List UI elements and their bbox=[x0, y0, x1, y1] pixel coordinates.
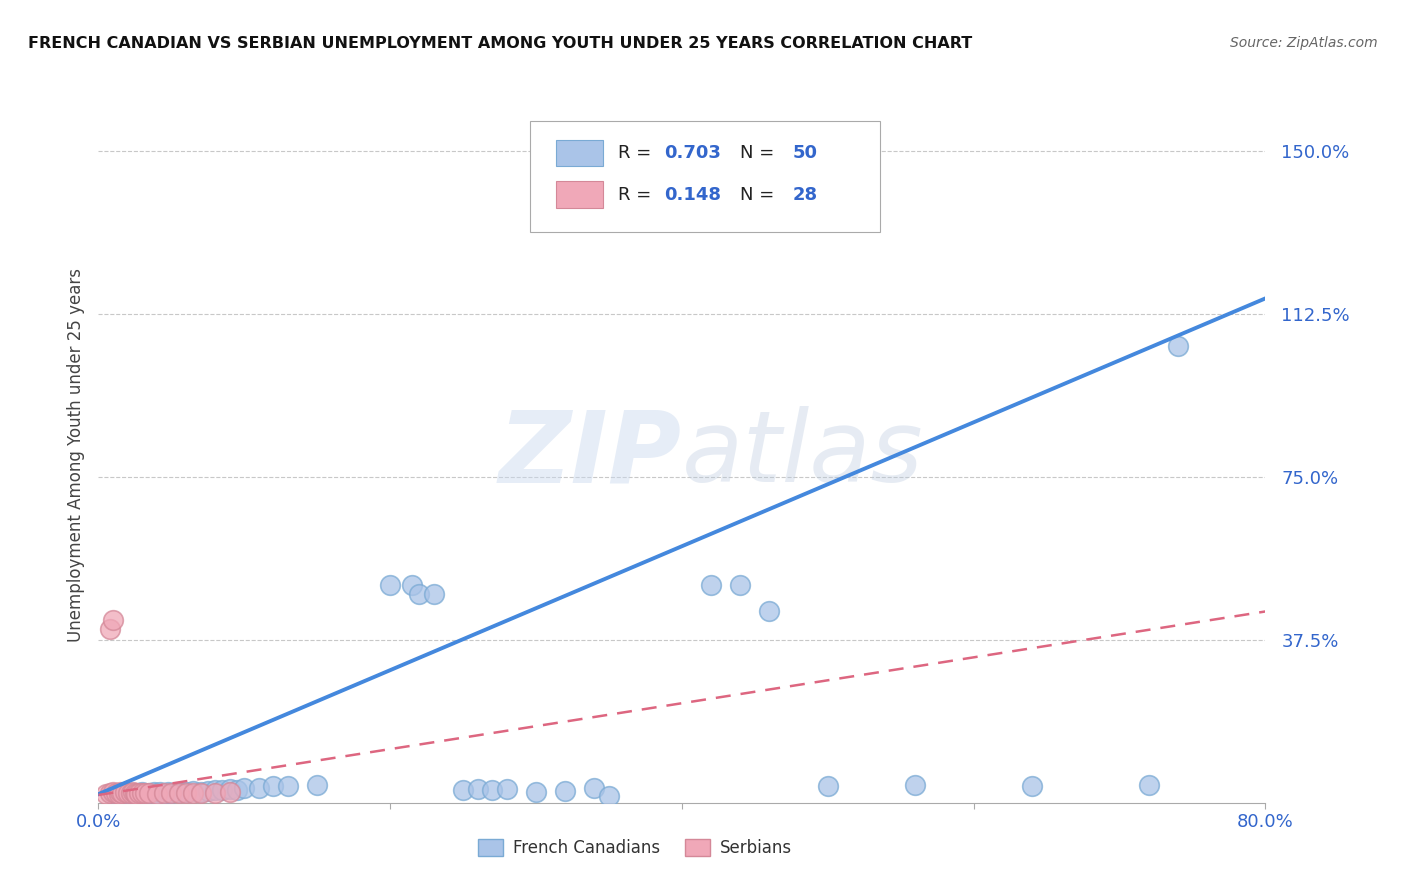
Point bbox=[98, 786, 121, 800]
Text: 0.703: 0.703 bbox=[665, 144, 721, 162]
Point bbox=[131, 786, 153, 800]
Bar bbox=[555, 140, 603, 166]
Point bbox=[153, 787, 176, 801]
Point bbox=[174, 786, 197, 800]
Point bbox=[481, 782, 503, 797]
Point bbox=[122, 785, 145, 799]
Point bbox=[149, 785, 172, 799]
Point bbox=[904, 778, 927, 793]
Point bbox=[138, 786, 160, 800]
Point bbox=[181, 783, 204, 797]
Point bbox=[142, 785, 165, 799]
Point bbox=[218, 781, 240, 796]
Point bbox=[120, 786, 142, 800]
Point bbox=[204, 782, 226, 797]
Point bbox=[554, 783, 576, 797]
Point bbox=[98, 622, 121, 636]
Point bbox=[131, 785, 153, 799]
Point bbox=[524, 785, 547, 799]
Point bbox=[380, 578, 402, 592]
Text: ZIP: ZIP bbox=[499, 407, 682, 503]
Point bbox=[134, 786, 156, 800]
Point bbox=[101, 613, 124, 627]
Point bbox=[408, 587, 430, 601]
Point bbox=[108, 787, 131, 801]
Point bbox=[423, 587, 446, 601]
Point bbox=[114, 785, 136, 799]
Text: N =: N = bbox=[741, 186, 780, 203]
Point bbox=[167, 786, 190, 800]
Text: N =: N = bbox=[741, 144, 780, 162]
Point bbox=[110, 785, 132, 799]
Point bbox=[128, 786, 150, 800]
Point bbox=[190, 786, 212, 800]
Point bbox=[730, 578, 752, 592]
Text: 0.148: 0.148 bbox=[665, 186, 721, 203]
Point bbox=[496, 781, 519, 796]
Point bbox=[181, 786, 204, 800]
Point bbox=[117, 787, 139, 801]
Point bbox=[758, 605, 780, 619]
Point bbox=[700, 578, 723, 592]
Text: atlas: atlas bbox=[682, 407, 924, 503]
Point bbox=[190, 785, 212, 799]
Point bbox=[138, 786, 160, 800]
Point bbox=[114, 785, 136, 799]
Point bbox=[277, 779, 299, 793]
Point bbox=[124, 787, 146, 801]
Point bbox=[124, 786, 146, 800]
Text: R =: R = bbox=[617, 144, 657, 162]
Point bbox=[174, 785, 197, 799]
Point bbox=[117, 786, 139, 800]
Point bbox=[1021, 779, 1043, 793]
Point bbox=[101, 785, 124, 799]
Point bbox=[153, 786, 176, 800]
Point bbox=[104, 786, 127, 800]
Point bbox=[583, 780, 606, 795]
Point bbox=[401, 578, 423, 592]
Text: Source: ZipAtlas.com: Source: ZipAtlas.com bbox=[1230, 36, 1378, 50]
Point bbox=[134, 787, 156, 801]
Point bbox=[101, 787, 124, 801]
Point bbox=[128, 786, 150, 800]
Point bbox=[1167, 339, 1189, 353]
Point bbox=[197, 783, 219, 797]
Point bbox=[307, 778, 329, 793]
Point bbox=[467, 781, 489, 796]
Point bbox=[1137, 778, 1160, 793]
Text: 28: 28 bbox=[793, 186, 818, 203]
Text: FRENCH CANADIAN VS SERBIAN UNEMPLOYMENT AMONG YOUTH UNDER 25 YEARS CORRELATION C: FRENCH CANADIAN VS SERBIAN UNEMPLOYMENT … bbox=[28, 36, 973, 51]
Point bbox=[125, 787, 148, 801]
Point bbox=[226, 782, 249, 797]
Text: 50: 50 bbox=[793, 144, 818, 162]
Text: R =: R = bbox=[617, 186, 657, 203]
Bar bbox=[555, 181, 603, 208]
Legend: French Canadians, Serbians: French Canadians, Serbians bbox=[471, 832, 799, 864]
Point bbox=[598, 789, 620, 804]
Y-axis label: Unemployment Among Youth under 25 years: Unemployment Among Youth under 25 years bbox=[66, 268, 84, 642]
Point bbox=[111, 786, 134, 800]
Point bbox=[160, 786, 183, 800]
Point bbox=[262, 779, 284, 793]
Point bbox=[160, 786, 183, 800]
Point bbox=[451, 782, 474, 797]
Point bbox=[247, 780, 270, 795]
Point bbox=[110, 787, 132, 801]
FancyBboxPatch shape bbox=[530, 121, 880, 232]
Point bbox=[218, 785, 240, 799]
Point bbox=[211, 782, 233, 797]
Point bbox=[157, 785, 180, 799]
Point bbox=[120, 786, 142, 800]
Point bbox=[204, 786, 226, 800]
Point bbox=[817, 779, 839, 793]
Point bbox=[146, 786, 169, 800]
Point bbox=[167, 785, 190, 799]
Point bbox=[146, 787, 169, 801]
Point bbox=[233, 780, 256, 795]
Point bbox=[94, 787, 117, 801]
